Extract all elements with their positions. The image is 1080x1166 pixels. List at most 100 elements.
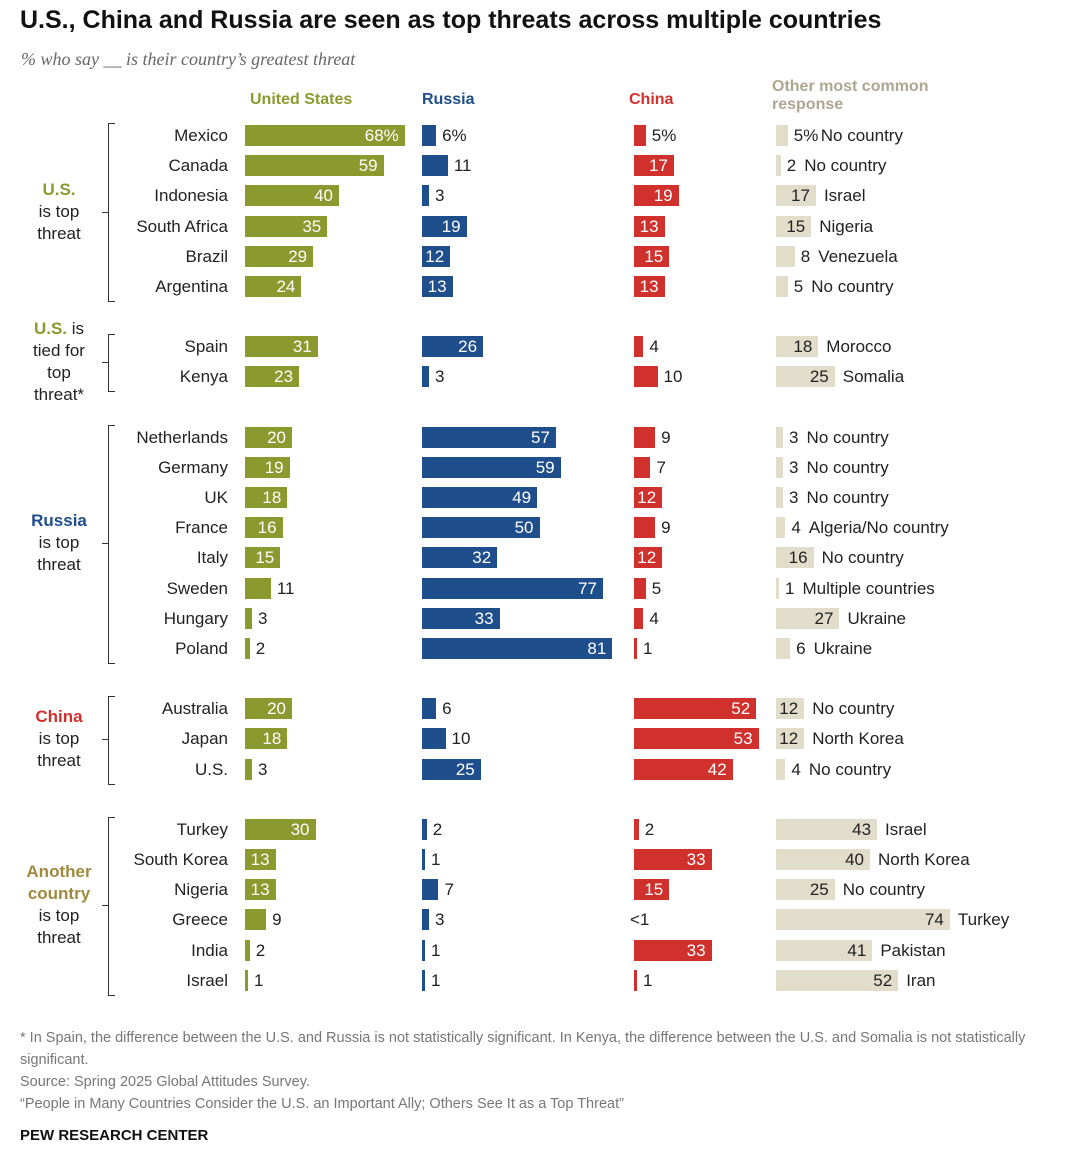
country-label: India bbox=[191, 940, 228, 960]
group-label: Another country is top threat bbox=[20, 861, 98, 949]
group-label-line: tied for bbox=[33, 341, 85, 361]
table-row: U.S. 3 25 42 4 No country bbox=[0, 758, 1080, 782]
data-label-other: 74 bbox=[924, 910, 944, 930]
bar-china bbox=[634, 276, 665, 297]
other-response-name: Somalia bbox=[842, 367, 905, 387]
chart-title: U.S., China and Russia are seen as top t… bbox=[20, 6, 882, 34]
data-label-russia: 7 bbox=[444, 880, 454, 900]
bar-china bbox=[634, 215, 665, 237]
data-label-china: 7 bbox=[656, 457, 666, 477]
table-row: Turkey 30 2 2 43 Israel bbox=[0, 818, 1080, 842]
bar-russia bbox=[422, 638, 613, 659]
bar-us bbox=[245, 155, 384, 177]
data-label-china: 52 bbox=[731, 699, 751, 719]
data-label-other: 18 bbox=[793, 337, 813, 357]
data-label-china: 9 bbox=[661, 518, 671, 538]
data-label-us: 20 bbox=[267, 427, 286, 447]
bar-russia bbox=[422, 245, 451, 267]
table-row: Israel 1 1 1 52 Iran bbox=[0, 969, 1080, 993]
bar-us bbox=[245, 939, 250, 961]
other-response-name: No country bbox=[806, 457, 889, 477]
data-label-russia: 1 bbox=[431, 850, 441, 869]
table-row: Germany 19 59 7 3 No country bbox=[0, 456, 1080, 480]
data-label-china: 1 bbox=[643, 639, 653, 658]
other-response-name: No country bbox=[806, 488, 889, 507]
data-label-other: 52 bbox=[873, 970, 893, 990]
bar-us bbox=[245, 879, 276, 901]
bar-russia bbox=[422, 276, 453, 297]
group-label-line: Another bbox=[26, 862, 92, 882]
bar-china bbox=[634, 547, 663, 569]
table-row: Brazil 29 12 15 8 Venezuela bbox=[0, 245, 1080, 269]
data-label-russia: 6% bbox=[442, 126, 467, 145]
bar-other bbox=[776, 487, 784, 508]
table-row: Poland 2 81 1 6 Ukraine bbox=[0, 637, 1080, 661]
country-label: Italy bbox=[196, 548, 228, 568]
bar-china bbox=[634, 638, 637, 659]
bar-other bbox=[776, 909, 950, 931]
country-label: Australia bbox=[161, 699, 228, 719]
group-bracket bbox=[108, 696, 115, 785]
data-label-us: 13 bbox=[250, 880, 270, 900]
data-label-us: 3 bbox=[258, 608, 268, 628]
data-label-us: 2 bbox=[255, 940, 266, 960]
bar-china bbox=[634, 818, 639, 840]
country-label: Kenya bbox=[179, 367, 228, 387]
data-label-china: 2 bbox=[644, 819, 655, 839]
bar-china bbox=[634, 426, 656, 448]
bar-china bbox=[634, 939, 712, 961]
data-label-other: 3 bbox=[789, 427, 799, 447]
other-response-name: No country bbox=[842, 880, 925, 900]
other-response-name: Ukraine bbox=[813, 639, 873, 658]
bar-russia bbox=[422, 818, 427, 840]
data-label-other: 25 bbox=[809, 367, 829, 387]
column-header-china: China bbox=[629, 91, 674, 108]
table-row: Sweden 11 77 5 1 Multiple countries bbox=[0, 577, 1080, 601]
bar-russia bbox=[422, 456, 561, 478]
bar-other bbox=[776, 728, 805, 750]
data-label-other: 27 bbox=[814, 608, 834, 628]
country-label: Brazil bbox=[185, 246, 228, 266]
data-label-russia: 3 bbox=[435, 186, 445, 206]
other-response-name: Venezuela bbox=[818, 246, 898, 266]
table-row: Argentina 24 13 13 5 No country bbox=[0, 275, 1080, 299]
bar-other bbox=[776, 185, 816, 207]
bar-russia bbox=[422, 155, 448, 177]
bar-us bbox=[245, 336, 318, 358]
country-label: Japan bbox=[181, 729, 228, 749]
other-response-name: No country bbox=[806, 427, 889, 447]
bar-china bbox=[634, 728, 759, 750]
country-label: Nigeria bbox=[174, 880, 228, 900]
data-label-us: 30 bbox=[290, 819, 310, 839]
data-label-us: 23 bbox=[274, 367, 294, 387]
group-label: China is top threat bbox=[20, 706, 98, 772]
bar-us bbox=[245, 909, 267, 931]
group-bracket bbox=[108, 334, 115, 393]
data-label-us: 31 bbox=[292, 337, 312, 357]
group-label-line: Russia bbox=[31, 511, 87, 531]
group-label-line: is top bbox=[38, 201, 80, 221]
bar-russia bbox=[422, 185, 430, 207]
data-label-russia: 10 bbox=[451, 729, 471, 749]
bar-us bbox=[245, 456, 290, 478]
other-response-name: Nigeria bbox=[819, 216, 874, 236]
data-label-russia: 11 bbox=[453, 156, 472, 176]
data-label-us: 18 bbox=[262, 729, 282, 749]
data-label-us: 24 bbox=[276, 277, 296, 296]
country-label: Turkey bbox=[176, 819, 228, 839]
data-label-other: 16 bbox=[788, 548, 808, 568]
bar-other bbox=[776, 276, 788, 297]
bar-china bbox=[634, 969, 637, 991]
data-label-china: 33 bbox=[686, 940, 706, 960]
bar-russia bbox=[422, 487, 538, 508]
data-label-other: 25 bbox=[809, 880, 829, 900]
bar-us bbox=[245, 517, 283, 539]
bar-russia bbox=[422, 336, 484, 358]
group-label-line: top bbox=[47, 363, 71, 383]
data-label-china: 13 bbox=[639, 277, 659, 296]
bar-other bbox=[776, 939, 873, 961]
table-row: Italy 15 32 12 16 No country bbox=[0, 546, 1080, 570]
bar-us bbox=[245, 728, 288, 750]
table-row: India 2 1 33 41 Pakistan bbox=[0, 939, 1080, 963]
bar-other bbox=[776, 155, 781, 177]
